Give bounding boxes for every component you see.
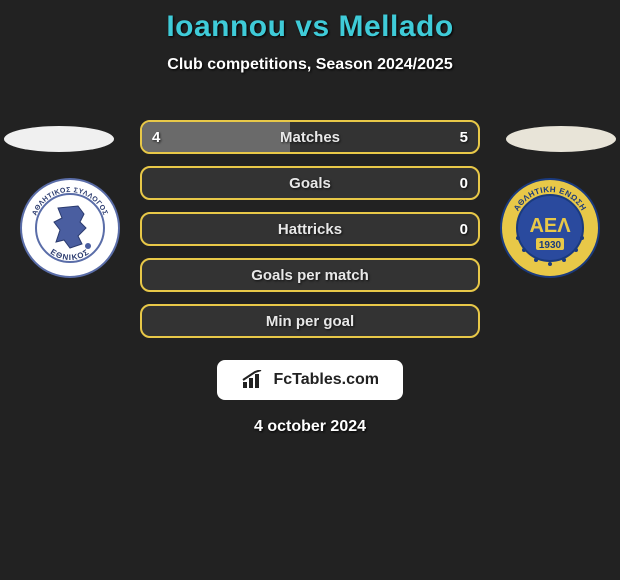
- svg-text:1930: 1930: [539, 240, 562, 251]
- stat-label: Hattricks: [142, 214, 478, 244]
- stat-row-goals-per-match: Goals per match: [140, 258, 480, 292]
- stat-label: Matches: [142, 122, 478, 152]
- stat-label: Goals per match: [142, 260, 478, 290]
- chart-icon: [241, 370, 265, 390]
- stat-value-right: 5: [460, 122, 468, 152]
- stat-label: Goals: [142, 168, 478, 198]
- date-text: 4 october 2024: [0, 418, 620, 436]
- svg-text:ΑΕΛ: ΑΕΛ: [529, 215, 571, 237]
- stat-label: Min per goal: [142, 306, 478, 336]
- stat-value-right: 0: [460, 168, 468, 198]
- player-oval-right: [506, 126, 616, 152]
- page-title: Ioannou vs Mellado: [0, 10, 620, 44]
- stats-panel: 4 Matches 5 Goals 0 Hattricks 0 Goals pe…: [140, 120, 480, 350]
- stat-row-matches: 4 Matches 5: [140, 120, 480, 154]
- crest-right-svg: ΑΘΛΗΤΙΚΗ ΕΝΩΣΗ ΑΕΛ 1930: [500, 178, 600, 278]
- stat-row-hattricks: Hattricks 0: [140, 212, 480, 246]
- crest-left-svg: ΑΘΛΗΤΙΚΟΣ ΣΥΛΛΟΓΟΣ ΕΘΝΙΚΟΣ: [20, 178, 120, 278]
- club-crest-left: ΑΘΛΗΤΙΚΟΣ ΣΥΛΛΟΓΟΣ ΕΘΝΙΚΟΣ: [20, 178, 120, 278]
- stat-row-goals: Goals 0: [140, 166, 480, 200]
- stat-value-right: 0: [460, 214, 468, 244]
- stat-row-min-per-goal: Min per goal: [140, 304, 480, 338]
- player-oval-left: [4, 126, 114, 152]
- brand-badge[interactable]: FcTables.com: [217, 360, 403, 400]
- club-crest-right: ΑΘΛΗΤΙΚΗ ΕΝΩΣΗ ΑΕΛ 1930: [500, 178, 600, 278]
- subtitle: Club competitions, Season 2024/2025: [0, 56, 620, 74]
- brand-text: FcTables.com: [273, 371, 379, 388]
